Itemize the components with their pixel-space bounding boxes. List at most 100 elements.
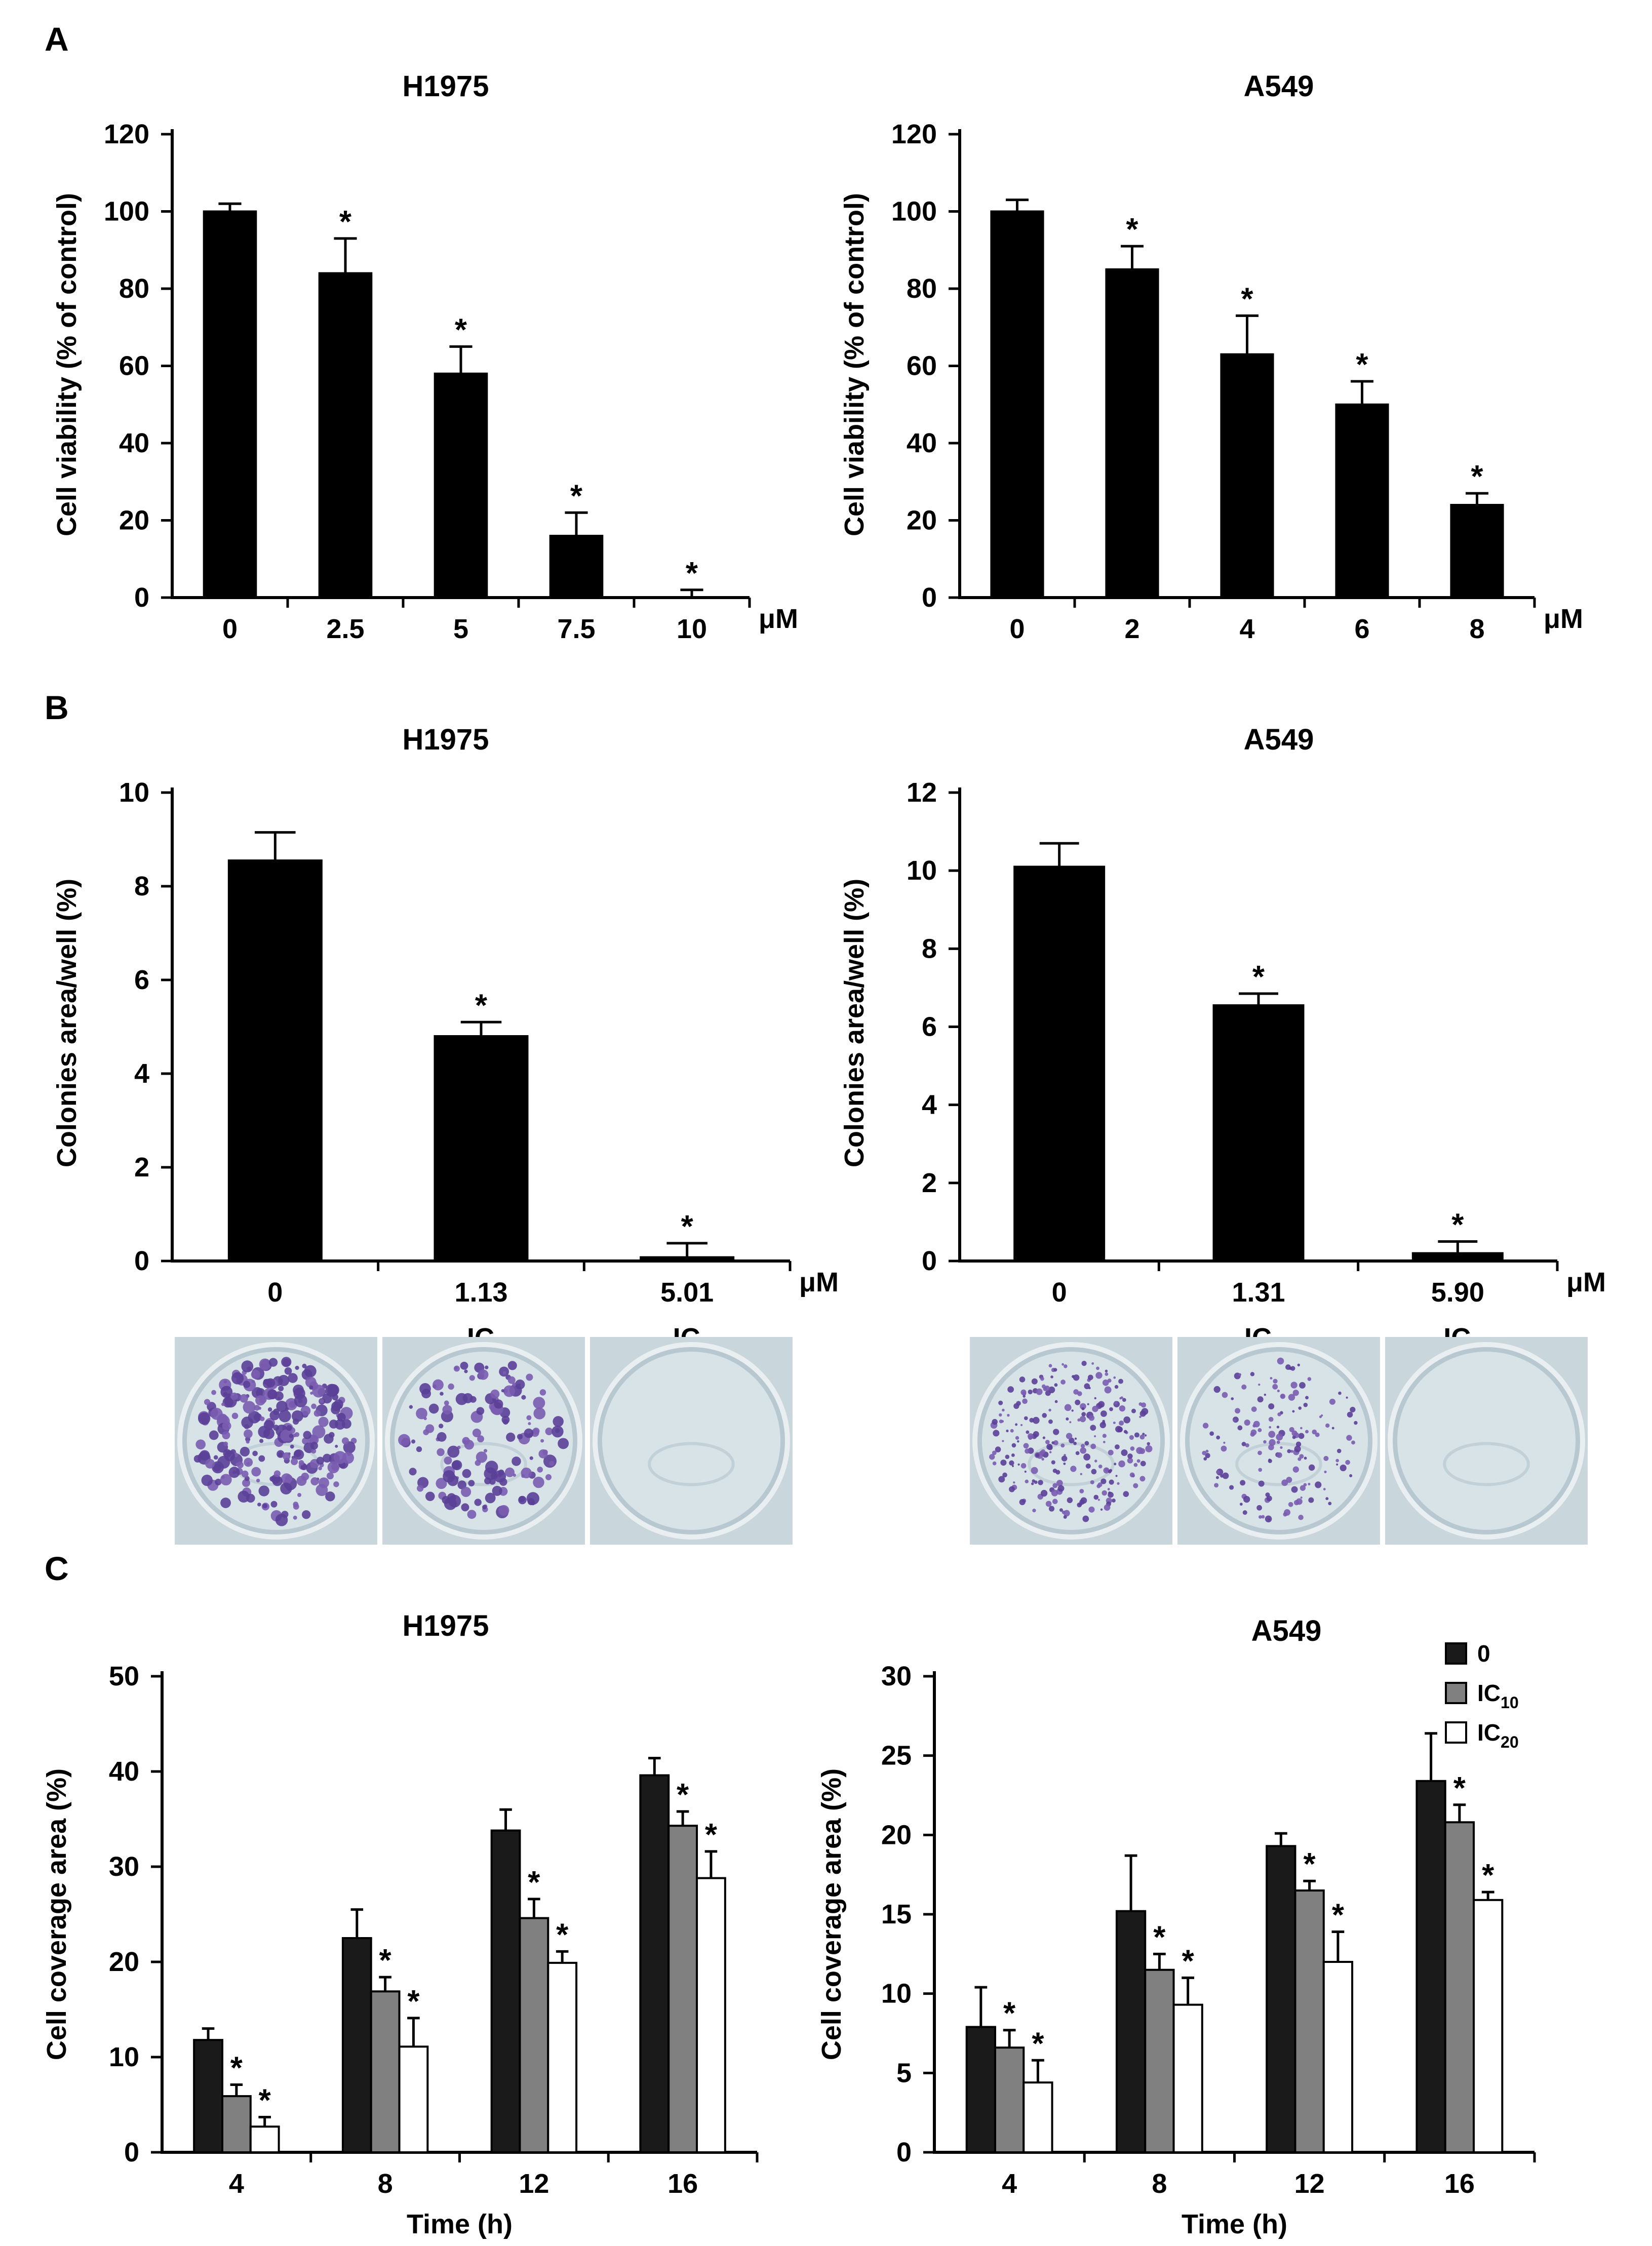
colony-dot	[201, 1474, 213, 1486]
colony-dot	[1129, 1472, 1135, 1478]
colony-dot	[1119, 1421, 1124, 1426]
legend-swatch	[1445, 1721, 1467, 1744]
colony-dot	[1095, 1372, 1103, 1379]
colony-dot	[436, 1478, 447, 1489]
significance-star: *	[455, 312, 467, 347]
colony-dot	[1233, 1418, 1236, 1422]
colony-dot	[416, 1446, 422, 1452]
colony-dot	[1312, 1429, 1317, 1435]
y-axis-label: Cell coverage area (%)	[42, 1768, 72, 2060]
colony-dot	[319, 1477, 330, 1488]
y-axis-label: Cell viability (% of control)	[52, 193, 82, 536]
chart-title: A549	[1251, 1614, 1322, 1647]
colony-dot	[1131, 1408, 1136, 1413]
colony-dot	[212, 1461, 224, 1474]
colony-dot	[1276, 1426, 1280, 1429]
colony-dot	[1059, 1508, 1063, 1512]
legend-label: IC10	[1477, 1680, 1519, 1712]
colony-dot	[1308, 1483, 1311, 1486]
colony-dot	[482, 1505, 487, 1510]
colony-dot	[1300, 1427, 1303, 1430]
y-tick-label: 30	[109, 1851, 139, 1882]
colony-dot	[1097, 1499, 1100, 1501]
colony-dot	[211, 1390, 216, 1395]
colony-dot	[1009, 1460, 1014, 1466]
colony-dot	[326, 1472, 334, 1480]
colony-dot	[539, 1389, 546, 1396]
colony-dot	[1258, 1480, 1265, 1487]
bar	[696, 1877, 726, 2154]
label-subscript: 20	[1501, 1733, 1519, 1751]
colony-dot	[1303, 1402, 1308, 1407]
colony-dot	[1040, 1489, 1048, 1497]
colony-well-image	[1385, 1337, 1588, 1545]
bar	[1212, 1004, 1305, 1262]
colony-dot	[1346, 1396, 1348, 1399]
colony-dot	[1290, 1449, 1293, 1453]
colony-dot	[545, 1427, 553, 1435]
colony-dot	[528, 1422, 531, 1426]
colony-dot	[1082, 1515, 1089, 1522]
colony-dot	[1090, 1425, 1096, 1431]
x-category-label: 8	[1152, 2169, 1167, 2199]
colony-dot	[221, 1402, 225, 1406]
colony-dot	[992, 1461, 997, 1466]
colony-dot	[467, 1510, 477, 1519]
colony-dot	[999, 1420, 1003, 1424]
colony-dot	[998, 1400, 1003, 1405]
significance-star: *	[686, 556, 698, 591]
colony-dot	[1288, 1502, 1293, 1507]
colony-dot	[279, 1410, 291, 1423]
colony-dot	[425, 1491, 435, 1502]
colony-dot	[254, 1405, 260, 1411]
colony-dot	[342, 1451, 355, 1464]
colony-dot	[244, 1429, 253, 1439]
colony-dot	[1280, 1393, 1286, 1399]
colony-dot	[1097, 1482, 1103, 1487]
colony-dot	[1118, 1378, 1123, 1384]
colony-dot	[1085, 1463, 1091, 1469]
colony-dot	[518, 1495, 527, 1505]
colony-dot	[485, 1365, 489, 1369]
colony-dot	[1048, 1506, 1055, 1512]
colony-dot	[243, 1401, 256, 1414]
colony-dot	[1064, 1364, 1068, 1368]
colony-dot	[992, 1418, 998, 1425]
colony-dot	[327, 1461, 340, 1474]
colony-dot	[1066, 1433, 1073, 1439]
colony-dot	[1351, 1440, 1355, 1445]
colony-dot	[1276, 1440, 1280, 1444]
colony-dot	[1022, 1398, 1028, 1404]
colony-dot	[444, 1456, 452, 1465]
well-reflection	[1443, 1442, 1530, 1486]
x-unit-label: μM	[1566, 1267, 1606, 1297]
colony-dot	[1268, 1431, 1276, 1438]
colony-dot	[1241, 1384, 1247, 1390]
colony-dot	[1073, 1374, 1080, 1381]
colony-dot	[1017, 1440, 1019, 1443]
colony-dot	[524, 1428, 534, 1438]
y-tick-label: 4	[134, 1058, 149, 1089]
x-category-label: 8	[1469, 614, 1484, 644]
y-tick-label: 100	[104, 196, 149, 227]
bar	[667, 1825, 698, 2153]
colony-dot	[1042, 1436, 1046, 1439]
colony-dot	[992, 1450, 997, 1455]
colony-dot	[1073, 1389, 1079, 1395]
colony-dot	[1139, 1434, 1145, 1440]
colony-dot	[998, 1476, 1005, 1483]
colony-dot	[462, 1469, 471, 1478]
colony-dot	[1104, 1386, 1112, 1394]
colony-dot	[477, 1435, 485, 1443]
significance-star: *	[1453, 1771, 1466, 1806]
colony-dot	[1081, 1360, 1087, 1366]
colony-dot	[532, 1427, 540, 1435]
colony-dot	[1323, 1488, 1326, 1490]
colony-dot	[209, 1430, 219, 1440]
colony-dot	[447, 1445, 460, 1458]
colony-dot	[1284, 1509, 1290, 1516]
x-category-label: 0	[267, 1277, 283, 1308]
colony-dot	[492, 1485, 502, 1496]
colony-dot	[329, 1432, 335, 1438]
colony-dot	[1081, 1412, 1086, 1416]
